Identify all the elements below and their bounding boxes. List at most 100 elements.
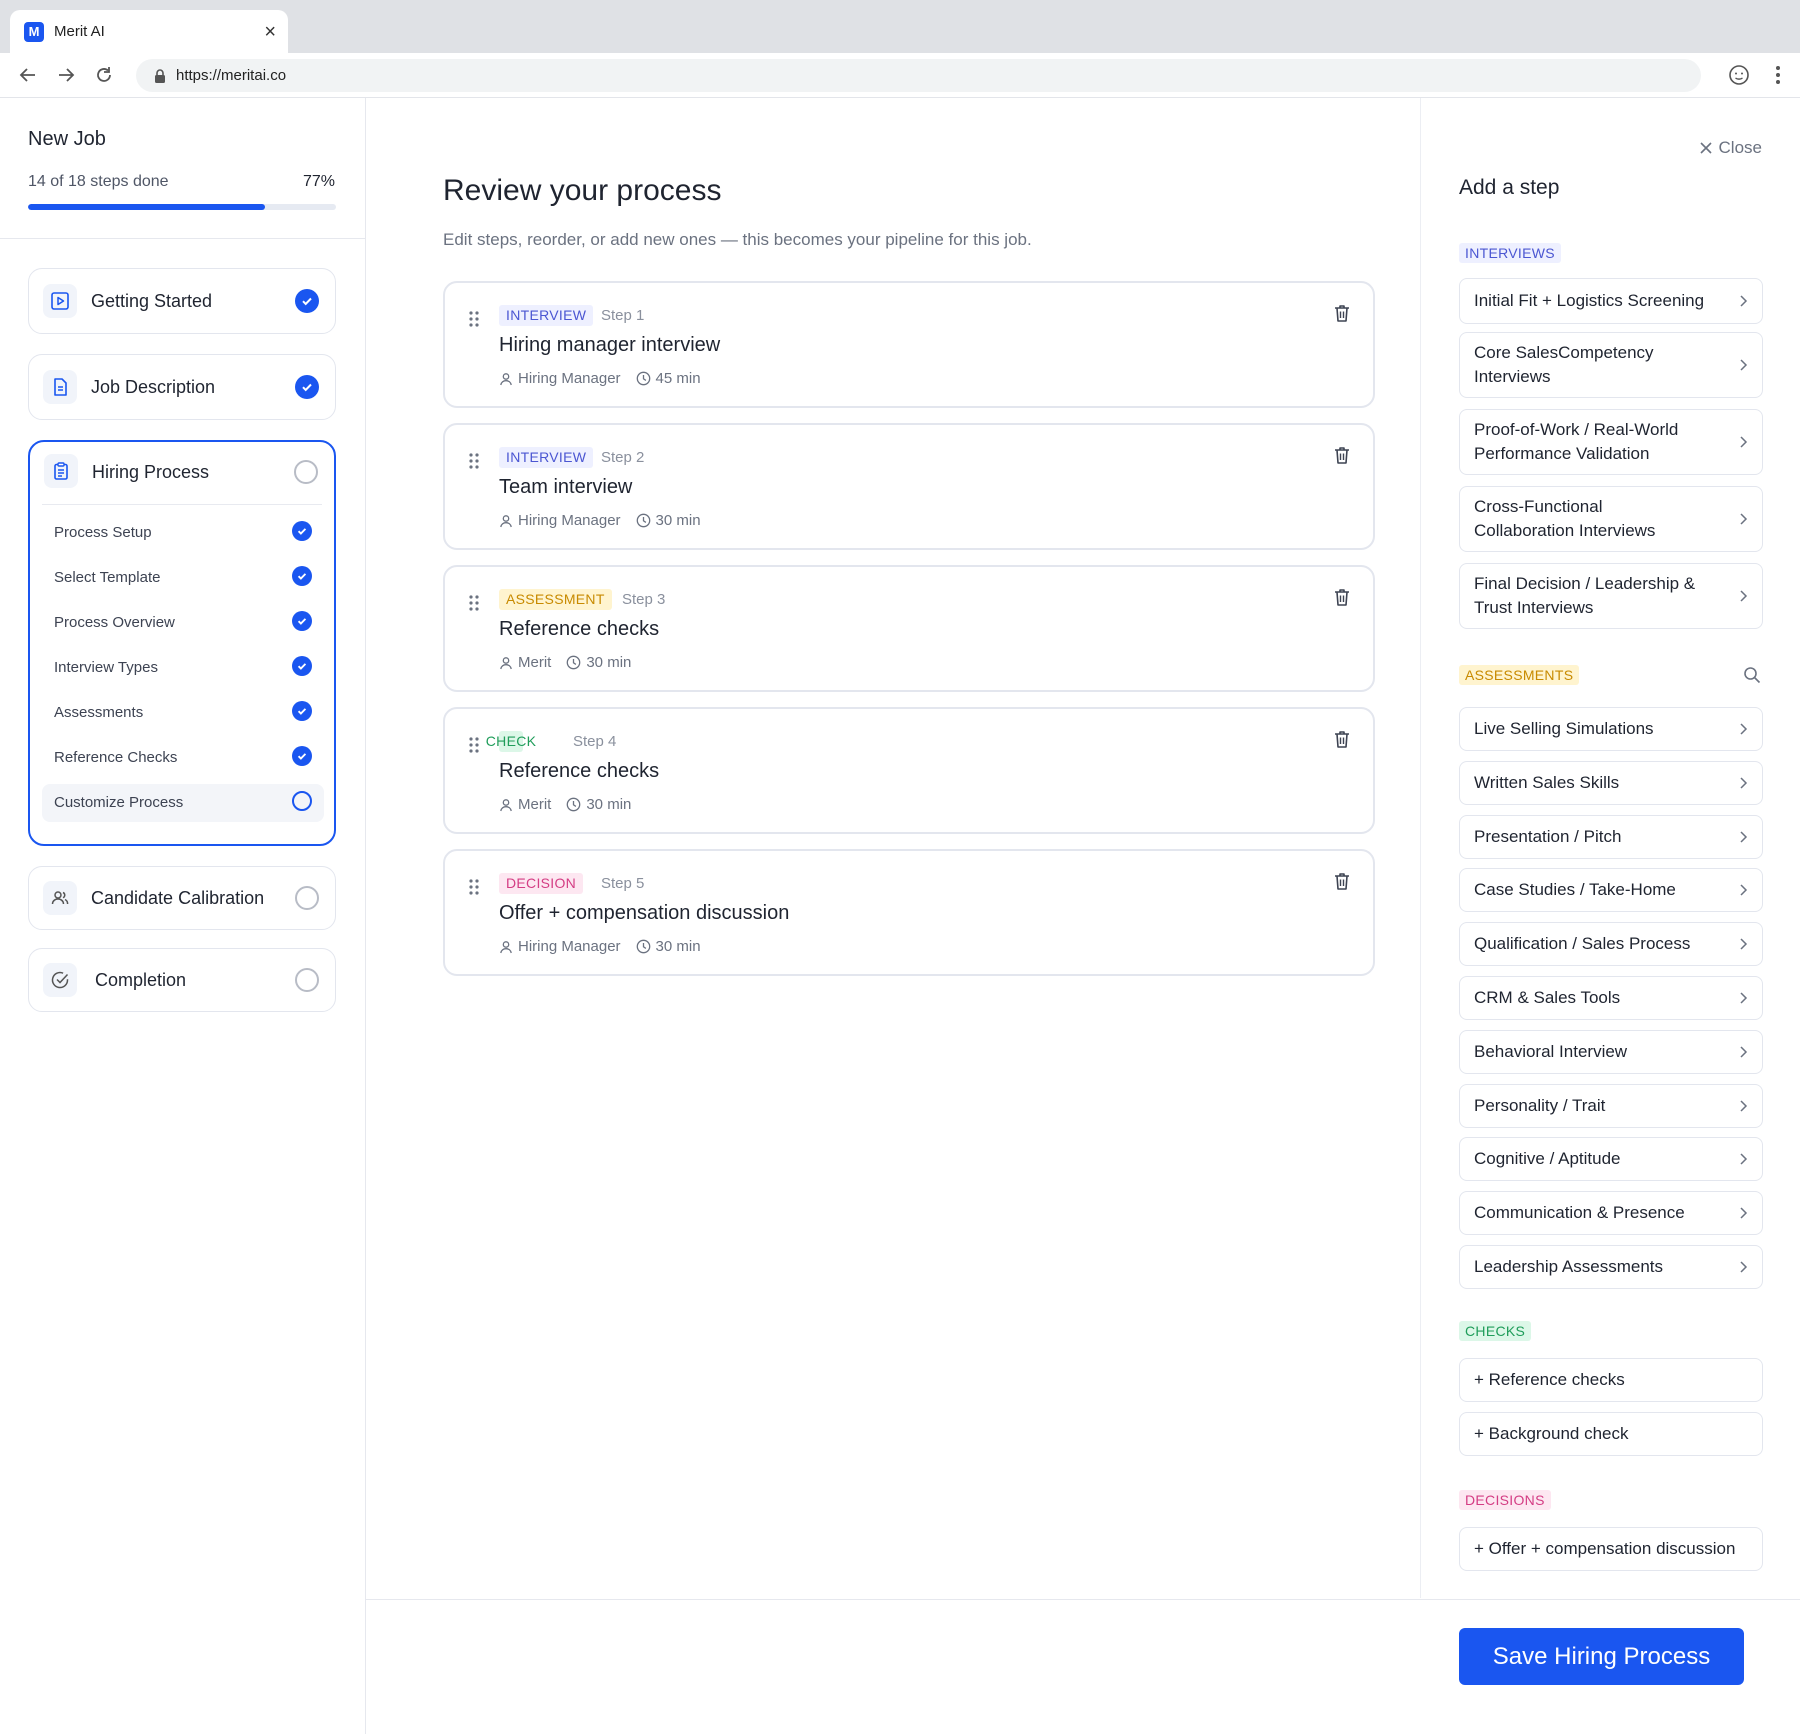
assessment-option[interactable]: Cognitive / Aptitude bbox=[1459, 1137, 1763, 1182]
drag-handle-icon[interactable] bbox=[469, 311, 479, 327]
clock-icon bbox=[566, 655, 586, 670]
sidebar-title: New Job bbox=[28, 128, 106, 150]
assessment-option[interactable]: Written Sales Skills bbox=[1459, 760, 1763, 805]
section-hiring-process[interactable]: Hiring Process Process Setup Select Temp… bbox=[28, 440, 336, 846]
person-icon bbox=[499, 798, 518, 812]
process-step-card[interactable]: CHECK Step 4 Reference checks Merit 30 min bbox=[443, 707, 1375, 834]
chevron-right-icon bbox=[1730, 1206, 1748, 1220]
substep-customize-process[interactable]: Customize Process bbox=[42, 784, 324, 822]
back-arrow-icon[interactable] bbox=[16, 63, 40, 87]
section-getting-started[interactable]: Getting Started bbox=[28, 268, 336, 334]
assessment-option[interactable]: Qualification / Sales Process bbox=[1459, 922, 1763, 967]
substep-select-template[interactable]: Select Template bbox=[42, 559, 324, 597]
drag-handle-icon[interactable] bbox=[469, 879, 479, 895]
option-label: Presentation / Pitch bbox=[1474, 826, 1622, 846]
trash-icon[interactable] bbox=[1333, 587, 1351, 607]
decision-option[interactable]: + Offer + compensation discussion bbox=[1459, 1527, 1763, 1571]
step-type-tag: INTERVIEW bbox=[499, 447, 594, 468]
interview-option[interactable]: Initial Fit + Logistics Screening bbox=[1459, 278, 1763, 324]
drag-handle-icon[interactable] bbox=[469, 737, 479, 753]
merit-logo-icon: M bbox=[24, 21, 44, 42]
add-step-panel: Close Add a step INTERVIEWS Initial Fit +… bbox=[1420, 98, 1800, 1598]
assessment-option[interactable]: Behavioral Interview bbox=[1459, 1029, 1763, 1074]
process-step-card[interactable]: INTERVIEW Step 2 Team interview Hiring Mana… bbox=[443, 423, 1375, 550]
assessment-option[interactable]: Leadership Assessments bbox=[1459, 1245, 1763, 1289]
check-option[interactable]: + Reference checks bbox=[1459, 1358, 1763, 1402]
profile-icon[interactable] bbox=[1727, 63, 1751, 87]
check-circle-icon bbox=[43, 963, 77, 997]
clock-icon bbox=[636, 513, 656, 528]
step-owner: Hiring Manager bbox=[518, 370, 621, 387]
substep-interview-types[interactable]: Interview Types bbox=[42, 649, 324, 687]
trash-icon[interactable] bbox=[1333, 445, 1351, 465]
substep-assessments[interactable]: Assessments bbox=[42, 694, 324, 732]
chevron-right-icon bbox=[1730, 937, 1748, 951]
step-number: Step 5 bbox=[601, 875, 645, 892]
footer-divider bbox=[366, 1599, 1800, 1600]
option-label: Case Studies / Take-Home bbox=[1474, 880, 1676, 900]
process-step-card[interactable]: INTERVIEW Step 1 Hiring manager interview H… bbox=[443, 281, 1375, 408]
assessment-option[interactable]: CRM & Sales Tools bbox=[1459, 976, 1763, 1020]
progress-bar-fill bbox=[28, 204, 266, 210]
chevron-right-icon bbox=[1730, 589, 1748, 603]
browser-tab[interactable]: M Merit AI × bbox=[10, 10, 288, 53]
section-label: Candidate Calibration bbox=[91, 888, 265, 908]
interview-option[interactable]: Proof-of-Work / Real-World Performance Va… bbox=[1459, 409, 1763, 475]
section-candidate-calibration[interactable]: Candidate Calibration bbox=[28, 866, 336, 930]
person-icon bbox=[499, 372, 518, 386]
option-label: Communication & Presence bbox=[1474, 1203, 1685, 1223]
url-text: https://meritai.co bbox=[176, 67, 287, 84]
drag-handle-icon[interactable] bbox=[469, 595, 479, 611]
process-step-card[interactable]: DECISION Step 5 Offer + compensation discu… bbox=[443, 849, 1375, 976]
trash-icon[interactable] bbox=[1333, 871, 1351, 891]
interview-option[interactable]: Cross-Functional Collaboration Interviews bbox=[1459, 486, 1763, 552]
substep-label: Customize Process bbox=[54, 794, 184, 811]
trash-icon[interactable] bbox=[1333, 729, 1351, 749]
reload-icon[interactable] bbox=[92, 63, 116, 87]
option-label-line-1: Proof-of-Work / Real-World bbox=[1474, 420, 1679, 439]
process-step-card[interactable]: ASSESSMENT Step 3 Reference checks Merit 30 … bbox=[443, 565, 1375, 692]
chevron-right-icon bbox=[1730, 435, 1748, 449]
document-icon bbox=[43, 370, 77, 404]
substep-process-overview[interactable]: Process Overview bbox=[42, 604, 324, 642]
substep-process-setup[interactable]: Process Setup bbox=[42, 514, 324, 552]
assessment-option[interactable]: Personality / Trait bbox=[1459, 1083, 1763, 1128]
check-option[interactable]: + Background check bbox=[1459, 1412, 1763, 1456]
assessment-option[interactable]: Presentation / Pitch bbox=[1459, 814, 1763, 859]
completed-check-icon bbox=[292, 611, 312, 631]
save-hiring-process-button[interactable]: Save Hiring Process bbox=[1459, 1628, 1744, 1685]
option-label: Cognitive / Aptitude bbox=[1474, 1149, 1621, 1169]
close-button[interactable]: Close bbox=[1699, 138, 1762, 158]
panel-title: Add a step bbox=[1459, 176, 1560, 199]
substep-reference-checks[interactable]: Reference Checks bbox=[42, 739, 324, 777]
substep-label: Process Overview bbox=[54, 614, 175, 631]
drag-handle-icon[interactable] bbox=[469, 453, 479, 469]
clock-icon bbox=[636, 371, 656, 386]
assessment-option[interactable]: Communication & Presence bbox=[1459, 1191, 1763, 1236]
address-bar[interactable]: https://meritai.co bbox=[136, 59, 1701, 92]
progress-percent: 77% bbox=[302, 173, 335, 190]
search-icon[interactable] bbox=[1743, 666, 1761, 684]
assessment-option[interactable]: Live Selling Simulations bbox=[1459, 707, 1763, 751]
trash-icon[interactable] bbox=[1333, 303, 1351, 323]
category-tag-decisions: DECISIONS bbox=[1459, 1490, 1551, 1510]
step-type-tag: ASSESSMENT bbox=[499, 589, 612, 610]
tab-close-icon[interactable]: × bbox=[264, 20, 276, 43]
category-tag-checks: CHECKS bbox=[1459, 1321, 1532, 1341]
section-completion[interactable]: Completion bbox=[28, 948, 336, 1012]
substep-label: Process Setup bbox=[54, 524, 152, 541]
person-icon bbox=[499, 656, 518, 670]
close-label: Close bbox=[1718, 138, 1762, 157]
clock-icon bbox=[636, 939, 656, 954]
incomplete-circle-icon bbox=[292, 791, 312, 811]
section-job-description[interactable]: Job Description bbox=[28, 354, 336, 420]
interview-option[interactable]: Final Decision / Leadership & Trust Inter… bbox=[1459, 563, 1763, 629]
option-label: Leadership Assessments bbox=[1474, 1257, 1663, 1276]
forward-arrow-icon[interactable] bbox=[54, 63, 78, 87]
completed-check-icon bbox=[292, 746, 312, 766]
option-label: + Offer + compensation discussion bbox=[1474, 1539, 1736, 1558]
users-icon bbox=[43, 881, 77, 915]
kebab-menu-icon[interactable] bbox=[1766, 63, 1790, 87]
assessment-option[interactable]: Case Studies / Take-Home bbox=[1459, 868, 1763, 913]
interview-option[interactable]: Core SalesCompetency Interviews bbox=[1459, 332, 1763, 398]
